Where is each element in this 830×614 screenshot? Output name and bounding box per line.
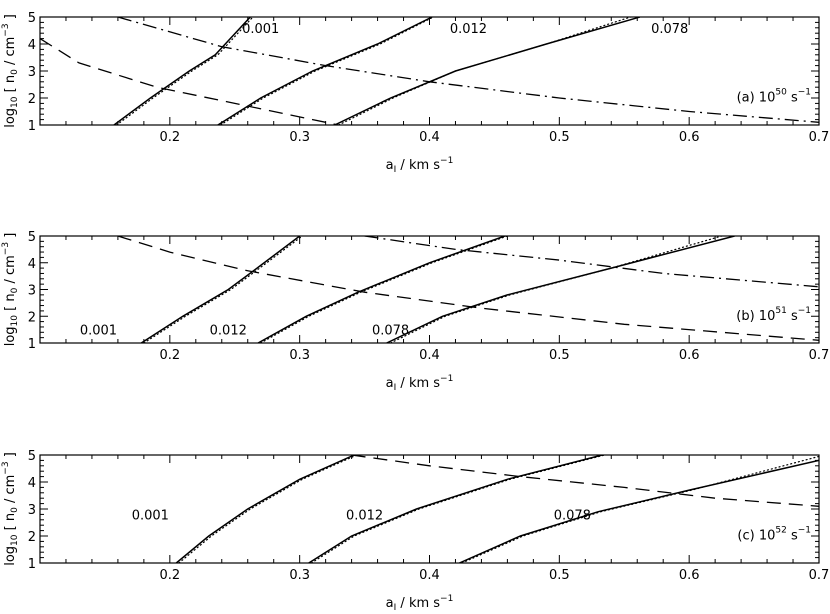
panel-label: (a) 1050 s−1 <box>737 88 811 106</box>
series-dotted-line <box>178 455 358 563</box>
x-axis-label: aI / km s−1 <box>386 374 454 393</box>
x-tick-label: 0.5 <box>549 348 570 363</box>
x-tick-label: 0.4 <box>419 348 440 363</box>
y-axis-label: log10 [ n0 / cm−3 ] <box>1 452 20 566</box>
series-dotted-line <box>260 236 508 343</box>
curves <box>175 455 819 563</box>
series-dashed-line <box>351 455 819 507</box>
y-tick-label: 1 <box>28 557 36 572</box>
series-dashdot-line <box>117 17 819 123</box>
curve-label: 0.012 <box>450 22 487 37</box>
series-solid-line <box>257 236 506 343</box>
curve-label: 0.012 <box>346 508 383 523</box>
series-solid-line <box>175 455 355 563</box>
x-tick-label: 0.2 <box>159 130 180 145</box>
x-tick-label: 0.4 <box>419 568 440 583</box>
y-tick-label: 5 <box>28 449 36 464</box>
y-tick-label: 4 <box>28 257 36 272</box>
curves <box>117 236 819 343</box>
series-dotted-line <box>219 17 434 125</box>
series-dashdot-line <box>364 236 819 288</box>
y-tick-label: 5 <box>28 230 36 245</box>
series-dotted-line <box>143 236 303 343</box>
x-tick-label: 0.2 <box>159 348 180 363</box>
x-tick-label: 0.5 <box>549 130 570 145</box>
series-solid-line <box>113 17 251 125</box>
x-axis-label: aI / km s−1 <box>386 156 454 175</box>
series-dotted-line <box>310 455 606 563</box>
y-tick-label: 2 <box>28 310 36 325</box>
series-solid-line <box>459 459 819 563</box>
plot-frame <box>39 16 820 126</box>
series-dotted-line <box>390 236 723 343</box>
y-tick-label: 3 <box>28 503 36 518</box>
x-tick-label: 0.6 <box>679 568 700 583</box>
x-tick-label: 0.5 <box>549 568 570 583</box>
x-tick-label: 0.7 <box>809 130 830 145</box>
x-tick-label: 0.3 <box>289 348 310 363</box>
curve-label: 0.001 <box>132 508 169 523</box>
series-solid-line <box>217 17 433 125</box>
x-tick-label: 0.4 <box>419 130 440 145</box>
series-solid-line <box>334 17 641 125</box>
y-axis-label: log10 [ n0 / cm−3 ] <box>1 14 20 128</box>
y-tick-label: 2 <box>28 530 36 545</box>
y-tick-label: 4 <box>28 38 36 53</box>
series-dashed-line <box>117 236 819 341</box>
panel-a: 0.2 0.3 0.4 0.5 0.6 0.7 1 2 3 4 5 aI / km s−1 log10 … <box>1 11 829 175</box>
curve-label: 0.078 <box>372 324 409 339</box>
panel-label: (c) 1052 s−1 <box>737 526 811 544</box>
y-tick-label: 5 <box>28 11 36 26</box>
x-tick-label: 0.6 <box>679 130 700 145</box>
series-dotted-line <box>338 17 632 125</box>
series-solid-line <box>140 236 301 343</box>
x-tick-label: 0.3 <box>289 568 310 583</box>
y-tick-label: 3 <box>28 284 36 299</box>
y-tick-label: 1 <box>28 337 36 352</box>
y-tick-label: 2 <box>28 92 36 107</box>
panel-c: 0.2 0.3 0.4 0.5 0.6 0.7 1 2 3 4 5 aI / km s−1 log10 … <box>1 449 829 613</box>
x-tick-label: 0.3 <box>289 130 310 145</box>
x-axis-label: aI / km s−1 <box>386 594 454 613</box>
series-dashed-line <box>40 38 339 125</box>
y-tick-label: 4 <box>28 476 36 491</box>
curves <box>40 17 819 125</box>
series-solid-line <box>308 455 603 563</box>
y-axis-label: log10 [ n0 / cm−3 ] <box>1 233 20 347</box>
y-tick-label: 1 <box>28 119 36 134</box>
x-tick-label: 0.6 <box>679 348 700 363</box>
panel-label: (b) 1051 s−1 <box>736 306 811 324</box>
curve-label: 0.078 <box>554 508 591 523</box>
series-solid-line <box>386 236 735 343</box>
series-dotted-line <box>116 17 254 125</box>
curve-label: 0.001 <box>80 324 117 339</box>
panel-b: 0.2 0.3 0.4 0.5 0.6 0.7 1 2 3 4 5 aI / km s−1 log10 … <box>1 230 829 393</box>
series-dotted-line <box>461 455 819 563</box>
curve-label: 0.078 <box>651 22 688 37</box>
x-tick-label: 0.2 <box>159 568 180 583</box>
curve-label: 0.001 <box>242 22 279 37</box>
x-tick-label: 0.7 <box>809 568 830 583</box>
x-tick-label: 0.7 <box>809 348 830 363</box>
y-tick-label: 3 <box>28 65 36 80</box>
plot-frame <box>39 235 820 344</box>
curve-label: 0.012 <box>210 324 247 339</box>
